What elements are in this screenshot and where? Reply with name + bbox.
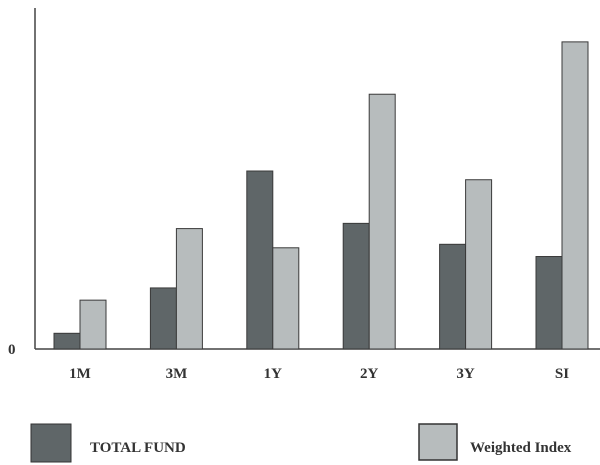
bar-total-fund-1y <box>246 170 274 350</box>
x-tick-label-3m: 3M <box>166 366 188 382</box>
bar-weighted-index-si <box>561 41 589 350</box>
legend-item-weighted-index: Weighted Index <box>418 423 572 461</box>
bar-total-fund-3y <box>439 243 467 350</box>
y-axis: 0 <box>8 8 36 358</box>
x-tick-label-1m: 1M <box>69 366 91 382</box>
bar-total-fund-si <box>535 256 563 350</box>
bar-weighted-index-3m <box>175 228 203 350</box>
legend-label-weighted-index: Weighted Index <box>470 440 572 456</box>
legend-label-total-fund: TOTAL FUND <box>90 440 186 456</box>
bar-weighted-index-2y <box>368 93 396 350</box>
x-tick-label-3y: 3Y <box>456 366 475 382</box>
x-tick-label-2y: 2Y <box>360 366 379 382</box>
bar-weighted-index-1m <box>79 299 107 350</box>
y-tick-label-zero: 0 <box>8 342 16 358</box>
x-tick-label-1y: 1Y <box>264 366 283 382</box>
bar-total-fund-2y <box>342 222 370 350</box>
bars-group <box>53 41 589 350</box>
bar-weighted-index-1y <box>272 247 300 350</box>
legend-swatch-total-fund <box>30 423 72 463</box>
x-tick-label-si: SI <box>555 366 569 382</box>
x-tick-labels: 1M 3M 1Y 2Y 3Y SI <box>69 366 569 382</box>
bar-total-fund-3m <box>149 287 177 350</box>
legend-item-total-fund: TOTAL FUND <box>30 423 186 463</box>
legend-swatch-weighted-index <box>418 423 458 461</box>
bar-weighted-index-3y <box>465 179 493 350</box>
bar-total-fund-1m <box>53 332 81 350</box>
legend: TOTAL FUND Weighted Index <box>30 423 572 463</box>
